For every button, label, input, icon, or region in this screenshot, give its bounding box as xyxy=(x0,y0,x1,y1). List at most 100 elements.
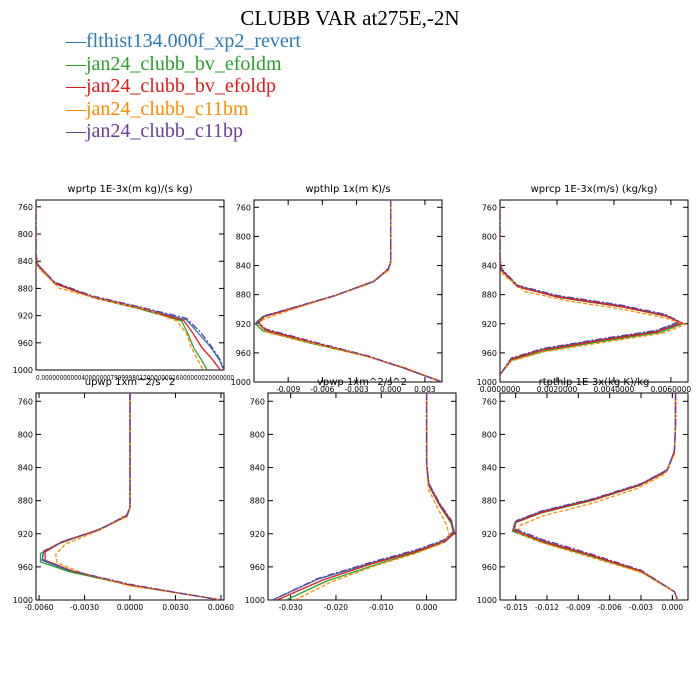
legend-label: jan24_clubb_c11bp xyxy=(86,120,244,142)
x-tick-label: -0.003 xyxy=(344,385,368,394)
subplot-title: wprtp 1E-3x(m kg)/(s kg) xyxy=(67,184,192,195)
y-tick-label: 1000 xyxy=(231,378,251,387)
x-tick-label: 0.0060000 xyxy=(651,385,692,394)
y-tick-label: 840 xyxy=(236,262,251,271)
legend-label: jan24_clubb_c11bm xyxy=(86,97,249,120)
plot-frame xyxy=(35,199,225,371)
y-tick-label: 800 xyxy=(18,230,33,239)
y-tick-label: 760 xyxy=(236,203,251,212)
y-tick-label: 800 xyxy=(236,232,251,241)
series-line xyxy=(276,393,456,600)
y-tick-label: 840 xyxy=(18,464,33,473)
y-tick-label: 960 xyxy=(18,339,33,348)
y-tick-label: 760 xyxy=(482,397,497,406)
y-tick-label: 920 xyxy=(482,530,497,539)
subplot-4: upwp 1xm^2/s^27608008408809209601000-0.0… xyxy=(13,377,235,612)
legend-item: —jan24_clubb_bv_efoldm xyxy=(66,53,301,76)
y-tick-label: 960 xyxy=(482,563,497,572)
x-tick-label: -0.006 xyxy=(598,603,622,612)
series-line xyxy=(36,200,224,370)
subplot-3: wprcp 1E-3x(m/s) (kg/kg) 760 800 840 880 920 9… xyxy=(477,184,692,394)
y-tick-label: 840 xyxy=(18,257,33,266)
series-line xyxy=(41,393,222,600)
legend-line-icon: — xyxy=(66,30,86,52)
subplot-1: wprtp 1E-3x(m kg)/(s kg) 760 800 840 880 920 9… xyxy=(13,184,234,382)
plot-frame xyxy=(499,199,689,383)
y-tick-label: 1000 xyxy=(477,378,497,387)
x-tick-label: -0.0030 xyxy=(70,603,99,612)
x-tick-label: 0.000 xyxy=(416,603,438,612)
y-tick-label: 1000 xyxy=(477,596,497,605)
plot-frame xyxy=(499,392,689,601)
series-line xyxy=(285,393,455,600)
y-tick-label: 880 xyxy=(250,497,265,506)
y-tick-label: 840 xyxy=(482,262,497,271)
series-line xyxy=(257,200,442,382)
x-tick-label: -0.030 xyxy=(279,603,303,612)
y-tick-label: 1000 xyxy=(13,596,33,605)
x-tick-label: 0.0000000 xyxy=(480,385,521,394)
x-tick-label: 0.0020000 xyxy=(537,385,578,394)
x-tick-label: -0.009 xyxy=(276,385,300,394)
subplot-title: vpwp 1xm^2/s^2 xyxy=(317,377,407,388)
legend-line-icon: — xyxy=(66,52,86,75)
x-tick-label: -0.003 xyxy=(629,603,653,612)
plot-frame xyxy=(253,199,443,383)
series-line xyxy=(500,200,681,382)
x-tick-label: 0.0040000 xyxy=(594,385,635,394)
subplot-title: rtpthlp 1E-3x(kg K)/kg xyxy=(539,377,650,388)
legend-label: jan24_clubb_bv_efoldm xyxy=(86,52,282,75)
legend-item: —jan24_clubb_c11bm xyxy=(66,98,301,121)
y-tick-label: 920 xyxy=(236,320,251,329)
series-line xyxy=(294,393,450,600)
x-tick-label: -0.015 xyxy=(504,603,528,612)
series-line xyxy=(500,200,683,382)
x-tick-label: 0.0000 xyxy=(117,603,143,612)
y-tick-label: 880 xyxy=(18,284,33,293)
x-tick-label: -0.009 xyxy=(566,603,590,612)
y-tick-label: 960 xyxy=(18,563,33,572)
series-line xyxy=(517,393,679,600)
y-tick-label: 800 xyxy=(482,430,497,439)
subplot-6: rtpthlp 1E-3x(kg K)/kg 760 800 840 880 920 960… xyxy=(477,377,689,612)
y-tick-label: 840 xyxy=(250,464,265,473)
y-tick-label: 1000 xyxy=(245,596,265,605)
legend-item: —jan24_clubb_bv_efoldp xyxy=(66,75,301,98)
y-tick-label: 880 xyxy=(18,497,33,506)
y-tick-label: 800 xyxy=(18,430,33,439)
x-tick-label: 0.0060 xyxy=(208,603,234,612)
subplot-5: vpwp 1xm^2/s^2 760 800 840 880 920 960 1000 -0.0… xyxy=(245,377,457,612)
x-tick-label: -0.006 xyxy=(310,385,334,394)
x-tick-label: 0.003 xyxy=(414,385,436,394)
x-tick-label: 0.000 xyxy=(380,385,402,394)
legend-label: flthist134.000f_xp2_revert xyxy=(86,30,301,52)
x-tick-label: 0.00000000000400000007999998012000000016… xyxy=(36,374,234,382)
series-line xyxy=(55,393,222,600)
series-line xyxy=(500,200,686,382)
x-tick-label: 0.0030 xyxy=(162,603,188,612)
y-tick-label: 920 xyxy=(18,312,33,321)
subplot-2: wpthlp 1x(m K)/s 760 800 840 880 920 960 1000 -0… xyxy=(231,184,443,394)
legend-line-icon: — xyxy=(66,97,86,120)
legend: —flthist134.000f_xp2_revert —jan24_clubb… xyxy=(66,30,301,143)
legend-item: —jan24_clubb_c11bp xyxy=(66,120,301,143)
subplot-title: upwp 1xm^2/s^2 xyxy=(85,377,175,388)
y-tick-label: 800 xyxy=(250,430,265,439)
series-line xyxy=(36,200,224,370)
series-line xyxy=(513,393,679,600)
y-tick-label: 760 xyxy=(18,397,33,406)
legend-line-icon: — xyxy=(66,120,86,142)
series-line xyxy=(511,393,679,600)
y-tick-label: 1000 xyxy=(13,366,33,375)
x-tick-label: -0.010 xyxy=(369,603,393,612)
x-tick-label: -0.020 xyxy=(324,603,348,612)
y-tick-label: 880 xyxy=(482,291,497,300)
legend-item: —flthist134.000f_xp2_revert xyxy=(66,30,301,53)
y-tick-label: 920 xyxy=(482,320,497,329)
x-tick-label: -0.0060 xyxy=(25,603,54,612)
y-tick-label: 760 xyxy=(482,203,497,212)
y-tick-label: 880 xyxy=(236,291,251,300)
plot-frame xyxy=(267,392,457,601)
subplot-title: wpthlp 1x(m K)/s xyxy=(305,184,390,195)
